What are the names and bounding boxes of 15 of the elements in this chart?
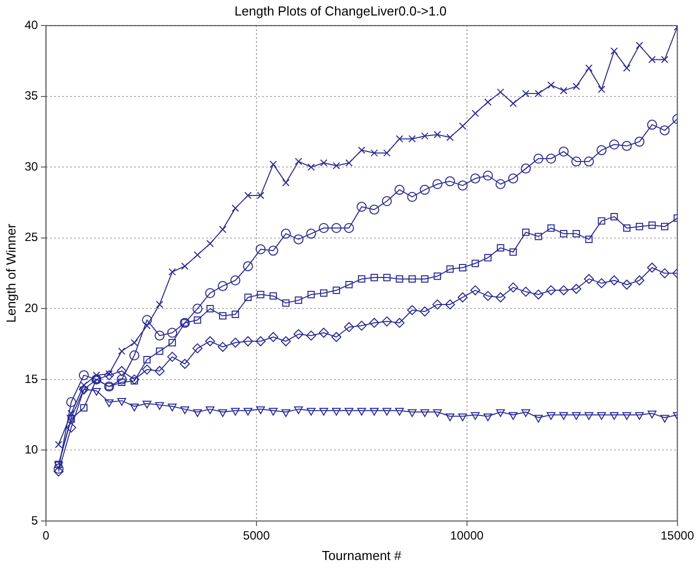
x-tick-label: 5000 [243,528,270,543]
chart-title: Length Plots of ChangeLiver0.0->1.0 [234,3,447,18]
y-tick-label: 10 [24,442,38,457]
x-tick-label: 0 [42,528,50,543]
y-tick-label: 5 [31,513,38,528]
y-tick-label: 15 [24,372,38,386]
y-tick-label: 20 [24,301,38,315]
y-axis-title: Length of Winner [3,223,18,323]
x-tick-label: 15000 [660,528,694,543]
y-tick-label: 35 [24,88,38,103]
y-tick-label: 40 [24,18,38,32]
x-tick-label: 10000 [450,528,484,543]
y-tick-label: 25 [24,230,38,244]
y-tick-label: 30 [24,159,38,174]
x-axis-title: Tournament # [322,548,402,563]
